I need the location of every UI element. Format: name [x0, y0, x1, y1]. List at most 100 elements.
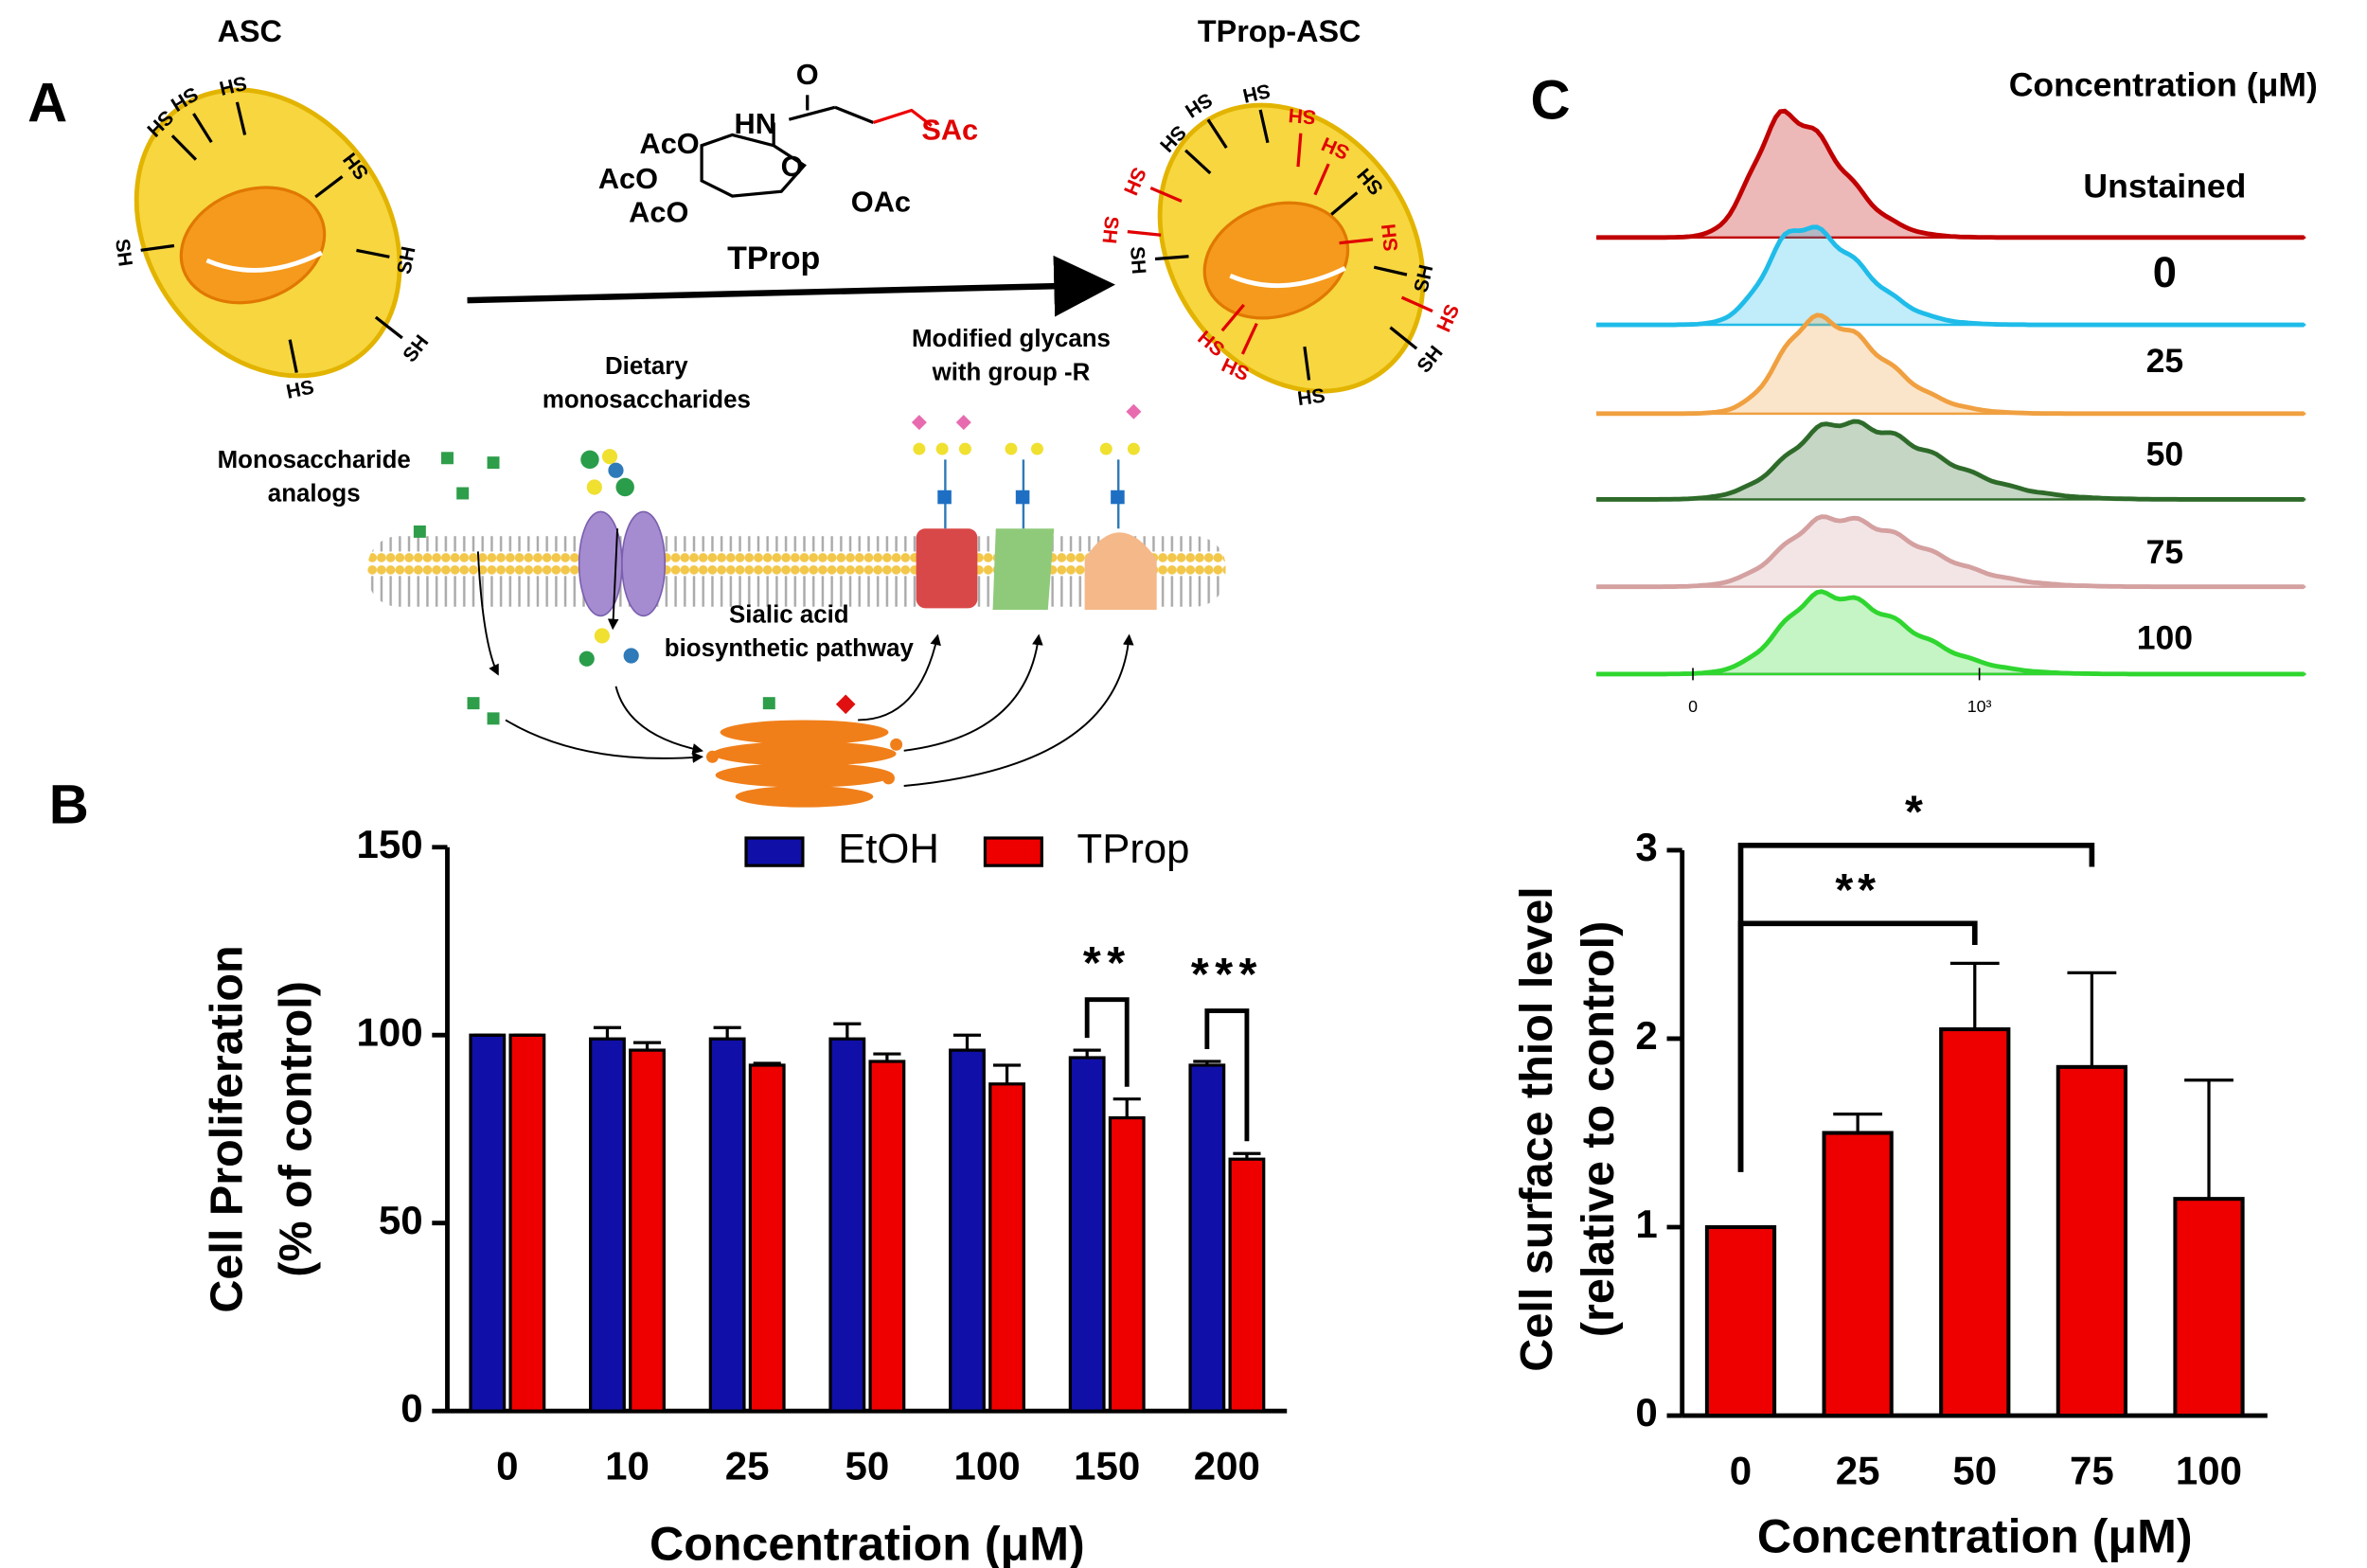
- thiol-label: SH: [399, 331, 433, 366]
- histogram-legend-label: Unstained: [2083, 167, 2246, 205]
- pathway-label: Sialic acid: [729, 601, 849, 628]
- pathway-label: Modified glycans: [912, 326, 1111, 352]
- x-axis-label: Concentration (μM): [650, 1517, 1085, 1568]
- thiol-label: SH: [1288, 104, 1317, 128]
- x-tick-label: 50: [1952, 1449, 1997, 1493]
- bar: [868, 1060, 906, 1413]
- thiol-label: SH: [111, 238, 136, 268]
- thiol-bond: [1303, 346, 1311, 381]
- histogram-fill: [1596, 314, 2306, 414]
- thiol-bond: [1313, 163, 1330, 196]
- y-tick-label: 150: [356, 822, 422, 866]
- legend-label: EtOH: [838, 826, 939, 872]
- histogram-curve: [1596, 224, 2305, 328]
- y-tick-label: 0: [1635, 1390, 1657, 1434]
- x-tick-label: 0: [496, 1444, 518, 1488]
- thiol-label: SH: [1240, 80, 1272, 107]
- bar: [1822, 1131, 1894, 1418]
- x-tick-label: 75: [2070, 1449, 2114, 1493]
- histogram-tick-label: 10³: [1967, 697, 1992, 716]
- thiol-bond: [1258, 109, 1270, 144]
- thiol-label: SH: [1119, 164, 1150, 198]
- bar: [508, 1033, 546, 1413]
- bar: [1068, 1056, 1106, 1413]
- thiol-label: SH: [1410, 262, 1437, 294]
- pathway-label: biosynthetic pathway: [665, 635, 915, 662]
- y-tick-label: 3: [1635, 825, 1657, 869]
- structure-atom: AcO: [640, 127, 700, 160]
- histogram-fill: [1596, 421, 2306, 500]
- y-tick-label: 100: [356, 1009, 422, 1054]
- pathway-label: monosaccharides: [543, 387, 751, 414]
- structure-atom: OAc: [851, 185, 911, 218]
- bar: [748, 1063, 786, 1413]
- significance-bracket: [1084, 997, 1130, 1087]
- y-tick-label: 0: [400, 1385, 422, 1430]
- y-axis-label: (% of control): [270, 981, 321, 1277]
- y-axis-label: Cell Proliferation: [202, 945, 253, 1312]
- structure-atom: AcO: [629, 196, 688, 229]
- y-tick-label: 2: [1635, 1013, 1657, 1058]
- y-tick-label: 1: [1635, 1202, 1657, 1246]
- thiol-bond: [1154, 255, 1189, 261]
- histogram-fill: [1596, 591, 2306, 674]
- thiol-label: SH: [393, 244, 419, 276]
- x-tick-label: 150: [1074, 1444, 1140, 1488]
- panel-a-drawing: [133, 87, 1426, 808]
- histogram-legend-label: 50: [2146, 436, 2184, 473]
- thiol-bond: [314, 175, 344, 199]
- thiol-bond: [140, 243, 175, 252]
- significance-bracket: [1737, 842, 2095, 1172]
- legend-swatch: [983, 836, 1043, 867]
- bar: [629, 1048, 666, 1413]
- histogram-fill: [1596, 226, 2306, 326]
- thiol-bond: [1149, 187, 1183, 204]
- significance-label: *: [1905, 786, 1928, 837]
- histogram-legend-label: 25: [2146, 342, 2184, 380]
- bar: [1188, 1063, 1226, 1413]
- x-tick-label: 25: [1836, 1449, 1880, 1493]
- thiol-bond: [235, 101, 247, 135]
- thiol-bond: [1127, 230, 1162, 237]
- bar: [469, 1033, 507, 1413]
- histogram-fill: [1596, 111, 2306, 238]
- structure-atom: O: [781, 150, 804, 183]
- bar: [2173, 1197, 2245, 1418]
- x-tick-label: 100: [2176, 1449, 2242, 1493]
- thiol-label: HS: [284, 376, 315, 402]
- y-axis-label: (relative to control): [1573, 921, 1624, 1338]
- thiol-bond: [374, 315, 403, 340]
- x-tick-label: 200: [1194, 1444, 1260, 1488]
- histogram-fill: [1596, 516, 2306, 587]
- thiol-bond: [170, 134, 198, 161]
- thiol-bond: [1184, 149, 1212, 175]
- structure-atom: AcO: [598, 162, 658, 195]
- x-tick-label: 100: [953, 1444, 1020, 1488]
- thiol-bond: [1330, 191, 1359, 216]
- thiol-label: SH: [1126, 246, 1149, 276]
- thiol-bond: [1206, 118, 1228, 150]
- histogram-legend-label: 75: [2146, 533, 2184, 571]
- x-axis-label: Concentration (μM): [1757, 1509, 2193, 1562]
- compound-name: TProp: [727, 241, 820, 276]
- panel-label: A: [27, 73, 67, 134]
- cell-label: TProp-ASC: [1198, 14, 1361, 48]
- bar: [1108, 1115, 1146, 1413]
- y-tick-label: 50: [379, 1198, 423, 1242]
- x-tick-label: 0: [1730, 1449, 1752, 1493]
- thiol-bond: [356, 248, 390, 258]
- thiol-bond: [1296, 133, 1303, 168]
- thiol-bond: [288, 339, 298, 373]
- y-axis-label: Cell surface thiol level: [1511, 886, 1562, 1371]
- histogram-curve: [1596, 312, 2305, 417]
- legend-swatch: [744, 836, 805, 867]
- bar: [828, 1037, 866, 1413]
- bar: [1704, 1224, 1777, 1418]
- significance-bracket: [1204, 1008, 1250, 1142]
- histogram-legend-label: 100: [2137, 619, 2193, 657]
- legend-label: TProp: [1077, 826, 1190, 872]
- panel-label: C: [1531, 69, 1571, 131]
